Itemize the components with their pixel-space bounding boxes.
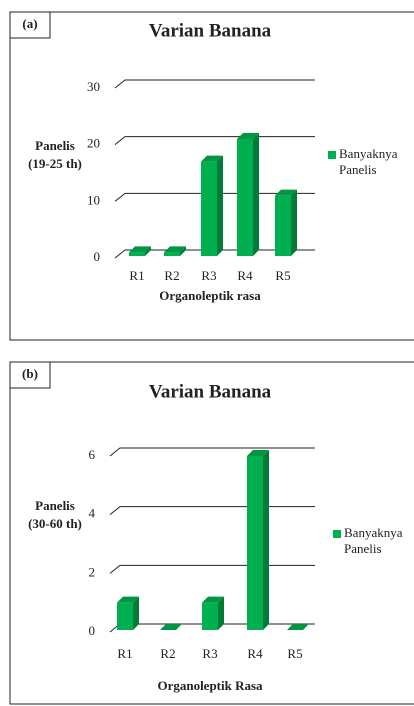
bar-side [133, 596, 139, 630]
bar-front [237, 139, 253, 256]
x-axis-label: Organoleptik rasa [159, 288, 261, 303]
bar-top [202, 596, 224, 603]
legend-label: Banyaknya Panelis [344, 525, 403, 556]
legend-swatch [328, 151, 336, 159]
grid-line [114, 136, 315, 146]
x-tick-label: R1 [117, 646, 132, 661]
x-tick-label: R4 [247, 646, 263, 661]
bar-top [275, 189, 297, 196]
y-tick-label: 0 [94, 249, 101, 264]
y-axis-label: (19-25 th) [28, 156, 82, 171]
x-tick-label: R1 [129, 268, 144, 283]
bar-top [129, 246, 151, 253]
chart-title: Varian Banana [149, 20, 272, 41]
bar-top [237, 133, 259, 139]
y-axis-label: (30-60 th) [28, 516, 82, 531]
bar-side [180, 246, 186, 256]
y-tick-label: 6 [89, 447, 96, 462]
x-tick-label: R3 [201, 268, 216, 283]
x-tick-label: R5 [275, 268, 290, 283]
bar-top [117, 596, 139, 603]
bar [164, 246, 186, 256]
bar-side [263, 450, 269, 630]
bar-top [164, 246, 186, 253]
y-axis-label: Panelis [35, 498, 75, 513]
chart-frame [9, 11, 414, 341]
panel-label-box [9, 11, 51, 39]
x-tick-label: R3 [202, 646, 217, 661]
y-tick-label: 20 [87, 136, 100, 151]
bar-side [145, 246, 151, 256]
bar [202, 596, 224, 630]
bar-top [201, 155, 223, 162]
legend-label: Banyaknya Panelis [339, 146, 398, 177]
x-tick-label: R2 [164, 268, 179, 283]
grid-line [109, 447, 315, 457]
bar-top [247, 450, 269, 456]
bar-front [202, 602, 218, 630]
bar [287, 624, 309, 630]
bar-top [160, 624, 182, 630]
legend-swatch [333, 530, 341, 538]
bar-top [287, 624, 309, 630]
grid-line [109, 564, 315, 574]
bar-front [275, 195, 291, 256]
bar [237, 133, 259, 256]
y-axis-label: Panelis [35, 138, 75, 153]
bar [247, 450, 269, 630]
x-tick-label: R2 [160, 646, 175, 661]
x-tick-label: R5 [287, 646, 302, 661]
bar [201, 155, 223, 256]
y-tick-label: 2 [89, 564, 96, 579]
chart-title: Varian Banana [149, 381, 272, 402]
panel-label: (a) [22, 16, 37, 31]
bar-side [253, 133, 259, 256]
bar-front [164, 252, 180, 256]
bar [117, 596, 139, 630]
y-tick-label: 10 [87, 192, 100, 207]
panel-label: (b) [22, 366, 38, 381]
y-tick-label: 4 [89, 506, 96, 521]
bar-side [291, 189, 297, 256]
y-tick-label: 0 [89, 623, 96, 638]
grid-line [109, 506, 315, 516]
bar-front [129, 252, 145, 256]
grid-line [114, 79, 315, 89]
bar [275, 189, 297, 256]
bar-front [117, 602, 133, 630]
x-axis-label: Organoleptik Rasa [157, 678, 263, 693]
chart-frame [9, 361, 414, 705]
bar-side [218, 596, 224, 630]
x-tick-label: R4 [237, 268, 253, 283]
bar-side [217, 155, 223, 256]
bar-front [247, 456, 263, 630]
bar [160, 624, 182, 630]
bar [129, 246, 151, 256]
panel-label-box [9, 361, 51, 389]
bar-front [201, 161, 217, 256]
y-tick-label: 30 [87, 79, 100, 94]
